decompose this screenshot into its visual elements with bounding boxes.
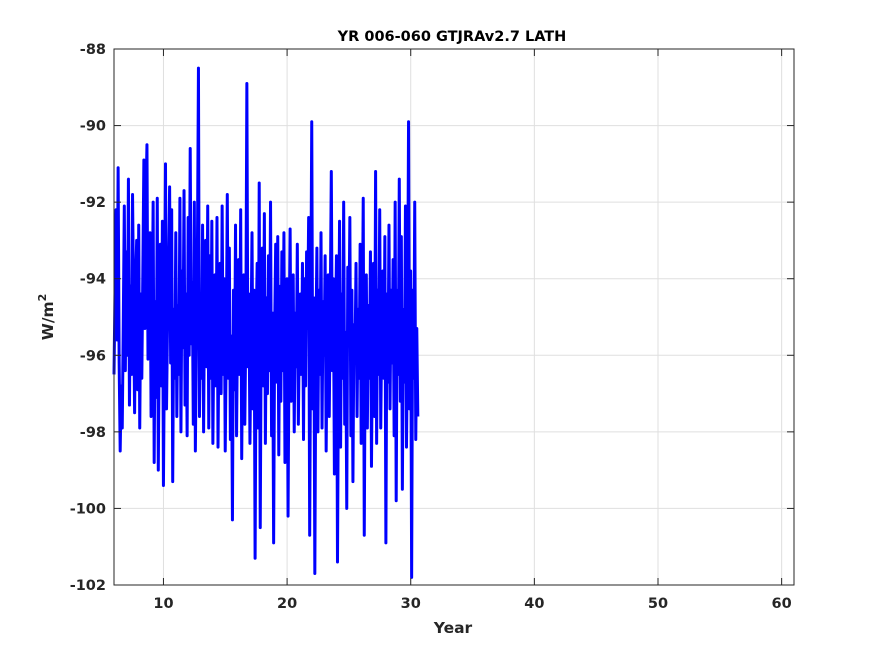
x-tick-label: 30 <box>401 596 421 612</box>
y-tick-label: -90 <box>80 119 106 135</box>
y-tick-label: -88 <box>80 42 106 58</box>
x-tick-label: 20 <box>277 596 297 612</box>
x-tick-label: 60 <box>772 596 792 612</box>
chart-title: YR 006-060 GTJRAv2.7 LATH <box>337 29 567 45</box>
plot-frame <box>113 48 795 586</box>
x-tick-label: 40 <box>524 596 544 612</box>
y-axis: -88 -90 -92 -94 -96 -98 -100 -102 <box>70 42 794 594</box>
series-line <box>112 66 420 579</box>
y-tick-label: -102 <box>70 578 106 594</box>
x-tick-label: 50 <box>648 596 668 612</box>
x-tick-label: 10 <box>153 596 173 612</box>
y-tick-label: -98 <box>80 425 106 441</box>
y-axis-label-base: W/m <box>39 301 57 340</box>
y-axis-label: W/m2 <box>36 294 57 341</box>
y-tick-label: -92 <box>80 195 106 211</box>
x-axis: 10 20 30 40 50 60 <box>153 49 792 612</box>
x-axis-label: Year <box>433 619 473 637</box>
y-axis-label-superscript: 2 <box>36 294 49 302</box>
y-tick-label: -94 <box>80 272 106 288</box>
y-tick-label: -100 <box>70 501 106 517</box>
y-tick-label: -96 <box>80 348 106 364</box>
series-layer <box>112 66 420 579</box>
